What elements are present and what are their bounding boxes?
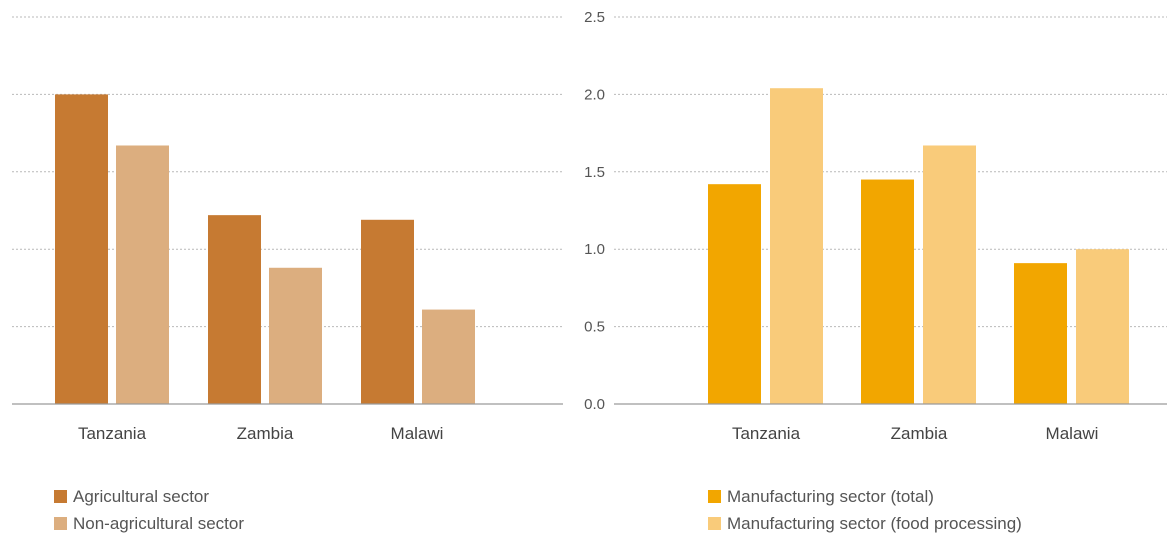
bar-malawi-manufacturing-sector-food-processing <box>1076 249 1129 404</box>
legend-label-agricultural: Agricultural sector <box>73 486 210 506</box>
category-label-1-zambia: Zambia <box>237 424 294 443</box>
bar-zambia-non-agricultural-sector <box>269 267 322 404</box>
legend-right: Manufacturing sector (total) Manufacturi… <box>708 483 1022 537</box>
legend-swatch-agricultural <box>54 490 67 503</box>
bar-tanzania-non-agricultural-sector <box>116 145 169 404</box>
legend-swatch-manufacturing-total <box>708 490 721 503</box>
legend-label-manufacturing-food: Manufacturing sector (food processing) <box>727 513 1022 533</box>
category-label-2-malawi: Malawi <box>1046 424 1099 443</box>
y-tick-label-1-5: 1.5 <box>584 164 605 181</box>
bar-malawi-non-agricultural-sector <box>422 309 475 404</box>
legend-item-manufacturing-food: Manufacturing sector (food processing) <box>708 510 1022 537</box>
bar-malawi-agricultural-sector <box>361 219 414 404</box>
bar-zambia-manufacturing-sector-total <box>861 179 914 404</box>
legend-label-non-agricultural: Non-agricultural sector <box>73 513 245 533</box>
legend-item-manufacturing-total: Manufacturing sector (total) <box>708 483 1022 510</box>
gridlines <box>12 16 1167 328</box>
bar-tanzania-agricultural-sector <box>55 94 108 405</box>
labels: Tanzania Zambia Malawi Tanzania Zambia Malawi… <box>78 9 1098 443</box>
category-label-1-tanzania: Tanzania <box>78 424 147 443</box>
legend-item-agricultural: Agricultural sector <box>54 483 244 510</box>
bars <box>55 88 1129 405</box>
category-label-1-malawi: Malawi <box>391 424 444 443</box>
bar-tanzania-manufacturing-sector-food-processing <box>770 88 823 404</box>
legend-item-non-agricultural: Non-agricultural sector <box>54 510 244 537</box>
bar-tanzania-manufacturing-sector-total <box>708 184 761 404</box>
legend-label-manufacturing-total: Manufacturing sector (total) <box>727 486 934 506</box>
category-label-2-tanzania: Tanzania <box>732 424 801 443</box>
y-tick-label-0-5: 0.5 <box>584 319 605 336</box>
legend-swatch-non-agricultural <box>54 517 67 530</box>
y-tick-label-0-0: 0.0 <box>584 396 605 413</box>
category-label-2-zambia: Zambia <box>891 424 948 443</box>
bar-zambia-agricultural-sector <box>208 215 261 404</box>
bar-malawi-manufacturing-sector-total <box>1014 263 1067 404</box>
y-tick-label-2-5: 2.5 <box>584 9 605 26</box>
y-tick-label-1-0: 1.0 <box>584 241 605 258</box>
bar-zambia-manufacturing-sector-food-processing <box>923 145 976 404</box>
legend-left: Agricultural sector Non-agricultural sec… <box>54 483 244 537</box>
y-tick-label-2-0: 2.0 <box>584 86 605 103</box>
legend-swatch-manufacturing-food <box>708 517 721 530</box>
